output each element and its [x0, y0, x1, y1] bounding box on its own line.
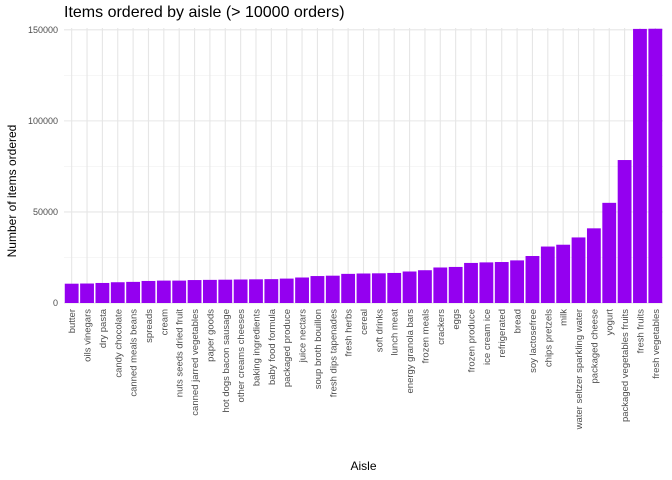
- bar: [510, 260, 525, 303]
- bar: [602, 202, 617, 303]
- bar: [479, 262, 494, 303]
- bar: [418, 270, 432, 303]
- bars: [64, 28, 663, 304]
- x-tick-label: yogurt: [605, 309, 616, 336]
- x-tick-label: packaged vegetables fruits: [620, 309, 631, 422]
- chart-title: Items ordered by aisle (> 10000 orders): [64, 4, 345, 21]
- x-tick-label: chips pretzels: [543, 309, 554, 367]
- x-tick-label: spreads: [144, 309, 155, 343]
- bar: [218, 279, 233, 303]
- bar: [64, 283, 79, 303]
- bar: [586, 228, 601, 303]
- bar: [187, 280, 202, 303]
- x-tick-label: soup broth bouillon: [313, 309, 324, 389]
- bar: [571, 237, 586, 303]
- x-tick-label: soy lactosefree: [528, 309, 539, 373]
- x-tick-label: other creams cheeses: [236, 309, 247, 403]
- y-tick-label: 0: [53, 298, 58, 308]
- x-tick-label: paper goods: [205, 309, 216, 362]
- bar: [110, 282, 125, 303]
- x-tick-label: candy chocolate: [113, 309, 124, 378]
- bar: [540, 246, 555, 303]
- x-tick-label: packaged produce: [282, 309, 293, 387]
- bar: [525, 256, 540, 303]
- x-tick-label: energy granola bars: [405, 309, 416, 394]
- y-tick-label: 150000: [28, 25, 58, 35]
- x-tick-label: oils vinegars: [83, 309, 94, 362]
- x-tick-label: butter: [67, 309, 78, 333]
- bar: [141, 280, 156, 303]
- bar: [156, 280, 171, 303]
- x-tick-label: refrigerated: [497, 309, 508, 358]
- bar: [494, 262, 509, 303]
- x-tick-label: eggs: [451, 309, 462, 330]
- bar: [80, 283, 94, 303]
- y-axis-ticks: 0 50000 100000 150000: [28, 25, 58, 308]
- x-tick-label: ice cream ice: [482, 309, 493, 365]
- x-tick-label: packaged cheese: [589, 309, 600, 383]
- y-tick-label: 100000: [28, 116, 58, 126]
- x-tick-label: hot dogs bacon sausage: [221, 309, 232, 413]
- x-tick-label: fresh vegetables: [651, 309, 662, 379]
- bar: [402, 271, 417, 303]
- x-tick-label: bread: [513, 309, 524, 333]
- bar: [633, 28, 647, 304]
- x-tick-label: frozen meals: [420, 309, 431, 364]
- x-tick-label: baby food formula: [267, 308, 278, 385]
- bar: [172, 280, 187, 303]
- x-tick-label: fresh herbs: [344, 309, 355, 357]
- bar: [264, 279, 279, 303]
- bar: [341, 273, 356, 303]
- x-tick-label: canned meals beans: [129, 309, 140, 397]
- bar: [233, 279, 248, 303]
- bar: [279, 278, 294, 303]
- x-tick-label: soft drinks: [374, 309, 385, 353]
- x-axis-ticks: butter oils vinegars dry pasta candy chocol…: [67, 308, 662, 430]
- x-tick-label: lunch meat: [390, 309, 401, 356]
- x-tick-label: juice nectars: [298, 309, 309, 364]
- x-tick-label: frozen produce: [467, 309, 478, 372]
- bar: [617, 160, 632, 303]
- x-tick-label: baking ingredients: [251, 309, 262, 386]
- bar: [464, 262, 478, 303]
- bar: [295, 277, 309, 303]
- bar: [249, 279, 263, 303]
- bar: [356, 273, 371, 303]
- bar: [371, 273, 386, 303]
- y-tick-label: 50000: [33, 207, 58, 217]
- bar: [648, 28, 663, 303]
- bar: [325, 275, 340, 303]
- x-tick-label: crackers: [436, 309, 447, 345]
- bar: [310, 276, 325, 303]
- x-tick-label: cream: [159, 309, 170, 335]
- bar: [202, 279, 217, 303]
- x-tick-label: cereal: [359, 309, 370, 335]
- x-tick-label: water seltzer sparkling water: [574, 309, 585, 430]
- x-axis-title: Aisle: [350, 459, 376, 473]
- x-tick-label: canned jarred vegetables: [190, 309, 201, 416]
- x-tick-label: milk: [559, 309, 570, 326]
- x-tick-label: dry pasta: [98, 308, 109, 348]
- x-tick-label: fresh fruits: [635, 309, 646, 354]
- y-axis-title: Number of items ordered: [5, 125, 19, 258]
- bar: [556, 244, 571, 303]
- bar: [448, 266, 463, 303]
- x-tick-label: nuts seeds dried fruit: [175, 309, 186, 398]
- bar: [433, 267, 448, 303]
- bar: [126, 281, 141, 303]
- bar: [387, 272, 402, 303]
- bar: [95, 282, 110, 303]
- x-tick-label: fresh dips tapenades: [328, 309, 339, 397]
